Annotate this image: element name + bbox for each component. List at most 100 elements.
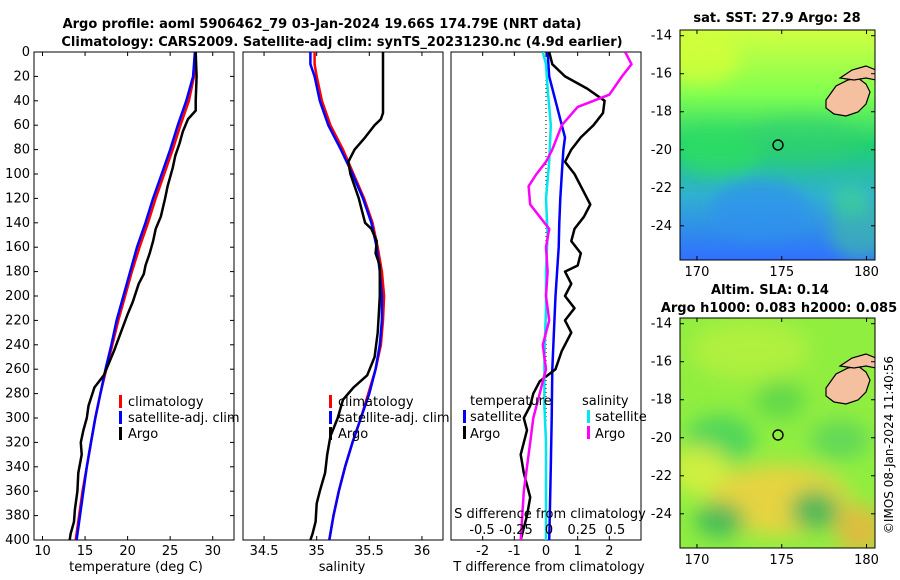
legend-swatch-argo bbox=[329, 427, 332, 440]
x-tick-label: 35 bbox=[308, 544, 325, 559]
legend-swatch-climatology bbox=[119, 395, 122, 408]
y-tick-label: 360 bbox=[5, 484, 30, 499]
y-tick-label: 300 bbox=[5, 411, 30, 426]
map-x-tick-label: 180 bbox=[854, 265, 879, 280]
y-tick-label: 60 bbox=[13, 118, 30, 133]
sla-map-title-line1: Altim. SLA: 0.14 bbox=[711, 283, 829, 298]
map-y-tick-label: -22 bbox=[651, 181, 672, 196]
series-argo bbox=[309, 52, 385, 540]
y-tick-label: 320 bbox=[5, 435, 30, 450]
map-x-tick-label: 180 bbox=[854, 553, 879, 568]
legend-swatch-s-satellite bbox=[587, 410, 590, 423]
map-y-tick-label: -16 bbox=[651, 67, 672, 82]
map-y-tick-label: -24 bbox=[651, 507, 672, 522]
x-tick-label: 15 bbox=[77, 544, 94, 559]
series-satellite-adj-clim bbox=[75, 52, 197, 540]
map-y-tick-label: -20 bbox=[651, 431, 672, 446]
x-tick-label: 30 bbox=[204, 544, 221, 559]
legend-label-s-argo: Argo bbox=[595, 427, 625, 442]
sst-map: 170 175 180 -14 -16 -18 -20 -22 -24 bbox=[651, 29, 879, 280]
x-tick-label: -1 bbox=[508, 544, 521, 559]
legend-label-satellite: satellite-adj. clim bbox=[128, 411, 240, 426]
legend-swatch-s-argo bbox=[587, 426, 590, 439]
land-vanua-levu bbox=[838, 65, 875, 81]
x-tick-label: -2 bbox=[476, 544, 489, 559]
secondary-ticklabel: 0.25 bbox=[568, 523, 597, 538]
sla-map-title-line2: Argo h1000: 0.083 h2000: 0.085 bbox=[661, 301, 897, 316]
map-y-tick-label: -18 bbox=[651, 105, 672, 120]
legend-label-s-satellite: satellite bbox=[595, 410, 647, 425]
difference-xlabel: T difference from climatology bbox=[452, 560, 645, 575]
series-argo bbox=[68, 52, 198, 540]
y-tick-label: 120 bbox=[5, 191, 30, 206]
salinity-legend: climatology satellite-adj. clim Argo bbox=[329, 395, 450, 442]
x-tick-label: 0 bbox=[542, 544, 550, 559]
map-y-tick-label: -18 bbox=[651, 393, 672, 408]
temperature-legend: climatology satellite-adj. clim Argo bbox=[119, 395, 240, 442]
legend-title-temperature: temperature bbox=[470, 394, 552, 409]
sst-map-texture bbox=[680, 35, 875, 260]
secondary-ticklabel: -0.5 bbox=[469, 523, 494, 538]
map-x-tick-label: 175 bbox=[769, 553, 794, 568]
legend-swatch-satellite bbox=[119, 411, 122, 424]
series-group bbox=[519, 52, 633, 540]
series-t-satellite bbox=[546, 52, 567, 540]
sst-map-title: sat. SST: 27.9 Argo: 28 bbox=[693, 11, 860, 26]
series-t-argo bbox=[519, 52, 606, 540]
salinity-panel: 34.5 35 35.5 36 bbox=[242, 51, 444, 559]
land-viti-levu bbox=[825, 77, 871, 117]
y-tick-label: 340 bbox=[5, 460, 30, 475]
y-tick-label: 20 bbox=[13, 69, 30, 84]
land-viti-levu bbox=[825, 365, 871, 405]
legend-label-argo: Argo bbox=[338, 427, 368, 442]
title-line2: Climatology: CARS2009. Satellite-adj cli… bbox=[61, 35, 622, 50]
x-tick-label: 10 bbox=[34, 544, 51, 559]
secondary-axis-label: S difference from climatology bbox=[454, 507, 646, 522]
legend-swatch-climatology bbox=[329, 395, 332, 408]
y-tick-label: 380 bbox=[5, 509, 30, 524]
map-y-tick-label: -22 bbox=[651, 469, 672, 484]
y-tick-label: 240 bbox=[5, 338, 30, 353]
series-s-argo bbox=[519, 52, 633, 540]
legend-label-argo: Argo bbox=[128, 427, 158, 442]
sla-map: 170 175 180 -14 -16 -18 -20 -22 -24 bbox=[651, 317, 879, 568]
map-y-tick-label: -20 bbox=[651, 143, 672, 158]
legend-label-satellite: satellite-adj. clim bbox=[338, 411, 450, 426]
credit-text: ©IMOS 08-Jan-2024 11:40:56 bbox=[882, 356, 896, 534]
y-tick-label: 100 bbox=[5, 167, 30, 182]
map-x-tick-label: 170 bbox=[685, 553, 710, 568]
temperature-xlabel: temperature (deg C) bbox=[69, 560, 203, 575]
secondary-ticklabel: 0.5 bbox=[605, 523, 626, 538]
sla-map-texture bbox=[680, 320, 875, 548]
y-tick-label: 40 bbox=[13, 94, 30, 109]
y-tick-label: 280 bbox=[5, 387, 30, 402]
x-tick-label: 35.5 bbox=[355, 544, 384, 559]
y-tick-label: 260 bbox=[5, 362, 30, 377]
legend-label-climatology: climatology bbox=[128, 395, 204, 410]
map-y-tick-label: -14 bbox=[651, 317, 672, 332]
secondary-ticklabels: -0.5 -0.25 0 0.25 0.5 bbox=[469, 523, 625, 538]
y-tick-label: 200 bbox=[5, 289, 30, 304]
legend-swatch-argo bbox=[119, 427, 122, 440]
legend-label-t-argo: Argo bbox=[470, 427, 500, 442]
map-x-tick-label: 175 bbox=[769, 265, 794, 280]
y-tick-label: 0 bbox=[22, 45, 30, 60]
y-tick-label: 140 bbox=[5, 216, 30, 231]
x-tick-label: 34.5 bbox=[250, 544, 279, 559]
secondary-ticklabel: -0.25 bbox=[499, 523, 533, 538]
sla-map-frame bbox=[679, 317, 876, 549]
profile-location-marker bbox=[772, 429, 784, 441]
map-y-tick-label: -14 bbox=[651, 29, 672, 44]
legend-title-salinity: salinity bbox=[582, 394, 629, 409]
difference-panel: -2 -1 0 1 2 bbox=[450, 51, 642, 559]
legend-label-t-satellite: satellite bbox=[470, 410, 522, 425]
sla-map-ticks: 170 175 180 -14 -16 -18 -20 -22 -24 bbox=[651, 317, 879, 568]
secondary-ticklabel: 0 bbox=[545, 523, 553, 538]
series-group bbox=[309, 52, 386, 540]
legend-swatch-t-argo bbox=[463, 426, 466, 439]
difference-legend: temperature salinity satellite Argo sate… bbox=[463, 394, 647, 442]
y-tick-label: 400 bbox=[5, 533, 30, 548]
plot-frame bbox=[242, 51, 444, 541]
map-x-tick-label: 170 bbox=[685, 265, 710, 280]
